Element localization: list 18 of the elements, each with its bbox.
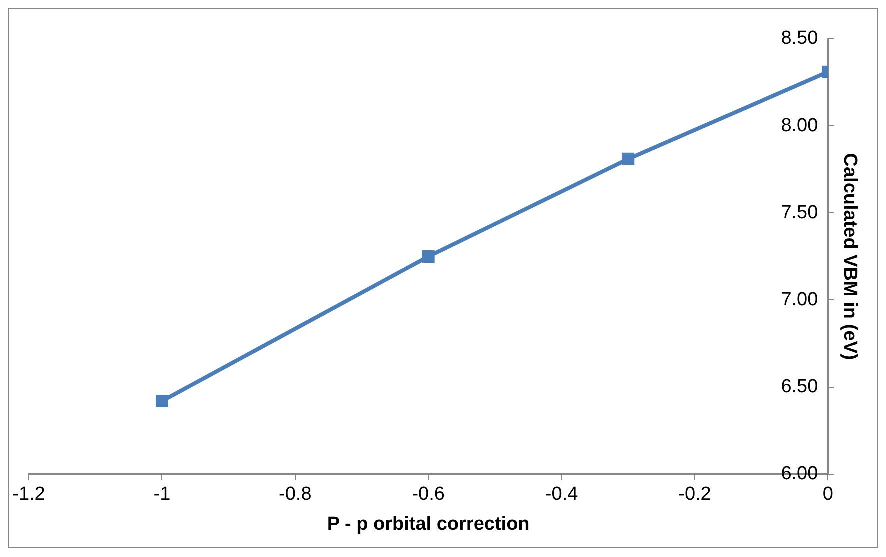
y-tick-label: 7.50 — [781, 202, 818, 224]
y-tick-label: 8.50 — [781, 28, 818, 50]
x-axis-title: P - p orbital correction — [327, 514, 530, 535]
y-tick-label: 7.00 — [781, 289, 818, 310]
x-tick-label: -1 — [154, 484, 171, 506]
y-tick-label: 6.50 — [781, 376, 818, 398]
y-axis-title: Calculated VBM in (eV) — [839, 153, 860, 360]
x-tick-label: -1.2 — [12, 484, 46, 506]
y-tick-label: 8.00 — [781, 115, 818, 136]
point — [156, 395, 168, 408]
point — [422, 250, 435, 263]
x-tick-label: -0.4 — [545, 484, 579, 506]
x-tick-label: -0.2 — [678, 484, 712, 506]
x-tick-label: -0.8 — [279, 484, 312, 506]
y-tick-label: 6.00 — [781, 464, 818, 485]
x-tick-label: 0 — [822, 484, 834, 506]
x-tick-label: -0.6 — [412, 484, 445, 506]
point — [622, 152, 635, 166]
